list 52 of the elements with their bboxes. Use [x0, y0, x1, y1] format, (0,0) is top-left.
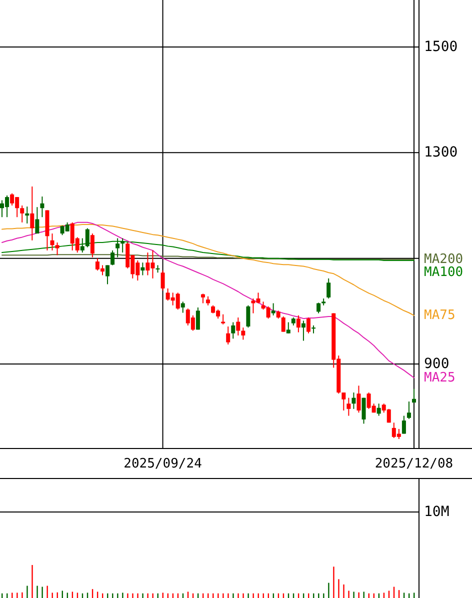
candlestick — [196, 306, 200, 330]
text: 10M — [424, 504, 450, 520]
candlestick — [110, 250, 115, 266]
candlestick — [301, 320, 306, 342]
candlestick — [50, 233, 54, 251]
candlestick — [30, 186, 34, 241]
candlestick — [412, 388, 416, 404]
candlestick — [90, 233, 94, 258]
candlestick — [271, 302, 276, 316]
candlestick — [221, 314, 226, 325]
candlestick — [160, 270, 165, 292]
candlestick — [316, 302, 321, 314]
candlestick — [200, 293, 205, 304]
candlestick — [80, 238, 84, 254]
candlestick — [40, 196, 44, 218]
candlestick — [55, 242, 60, 256]
candlestick — [326, 278, 331, 299]
candlestick — [246, 304, 250, 328]
series-label: MA25 — [424, 370, 456, 386]
candlestick — [116, 238, 120, 258]
candlestick — [281, 316, 286, 332]
x-tick-label: 2025/09/24 — [124, 456, 202, 472]
y-tick-label: 1300 — [424, 144, 458, 161]
candlestick — [236, 317, 240, 336]
candlestick — [356, 385, 361, 414]
candlestick — [306, 317, 310, 334]
candlestick — [226, 326, 230, 345]
candlestick — [241, 327, 246, 340]
y-tick-label: 900 — [424, 356, 450, 372]
candlestick — [346, 397, 351, 416]
series-label: MA200 — [424, 252, 464, 267]
candlestick — [376, 403, 381, 416]
series-label: MA75 — [424, 308, 456, 323]
candlestick — [106, 264, 110, 285]
candlestick — [35, 206, 40, 234]
x-tick-label: 2025/12/08 — [374, 456, 454, 472]
candlestick — [406, 401, 411, 420]
candlestick — [180, 301, 185, 314]
y-tick-label: 1500 — [424, 38, 458, 55]
candlestick — [140, 262, 145, 276]
candlestick — [296, 314, 300, 333]
candlestick — [402, 415, 406, 434]
candlestick — [342, 392, 346, 411]
candlestick — [286, 322, 290, 334]
series-label: MA100 — [424, 264, 464, 280]
candlestick — [362, 397, 366, 424]
candlestick — [352, 392, 356, 410]
candlestick — [85, 228, 90, 248]
candlestick — [20, 205, 24, 223]
candlestick — [231, 322, 236, 340]
candlestick — [120, 238, 125, 254]
candlestick — [25, 206, 30, 224]
